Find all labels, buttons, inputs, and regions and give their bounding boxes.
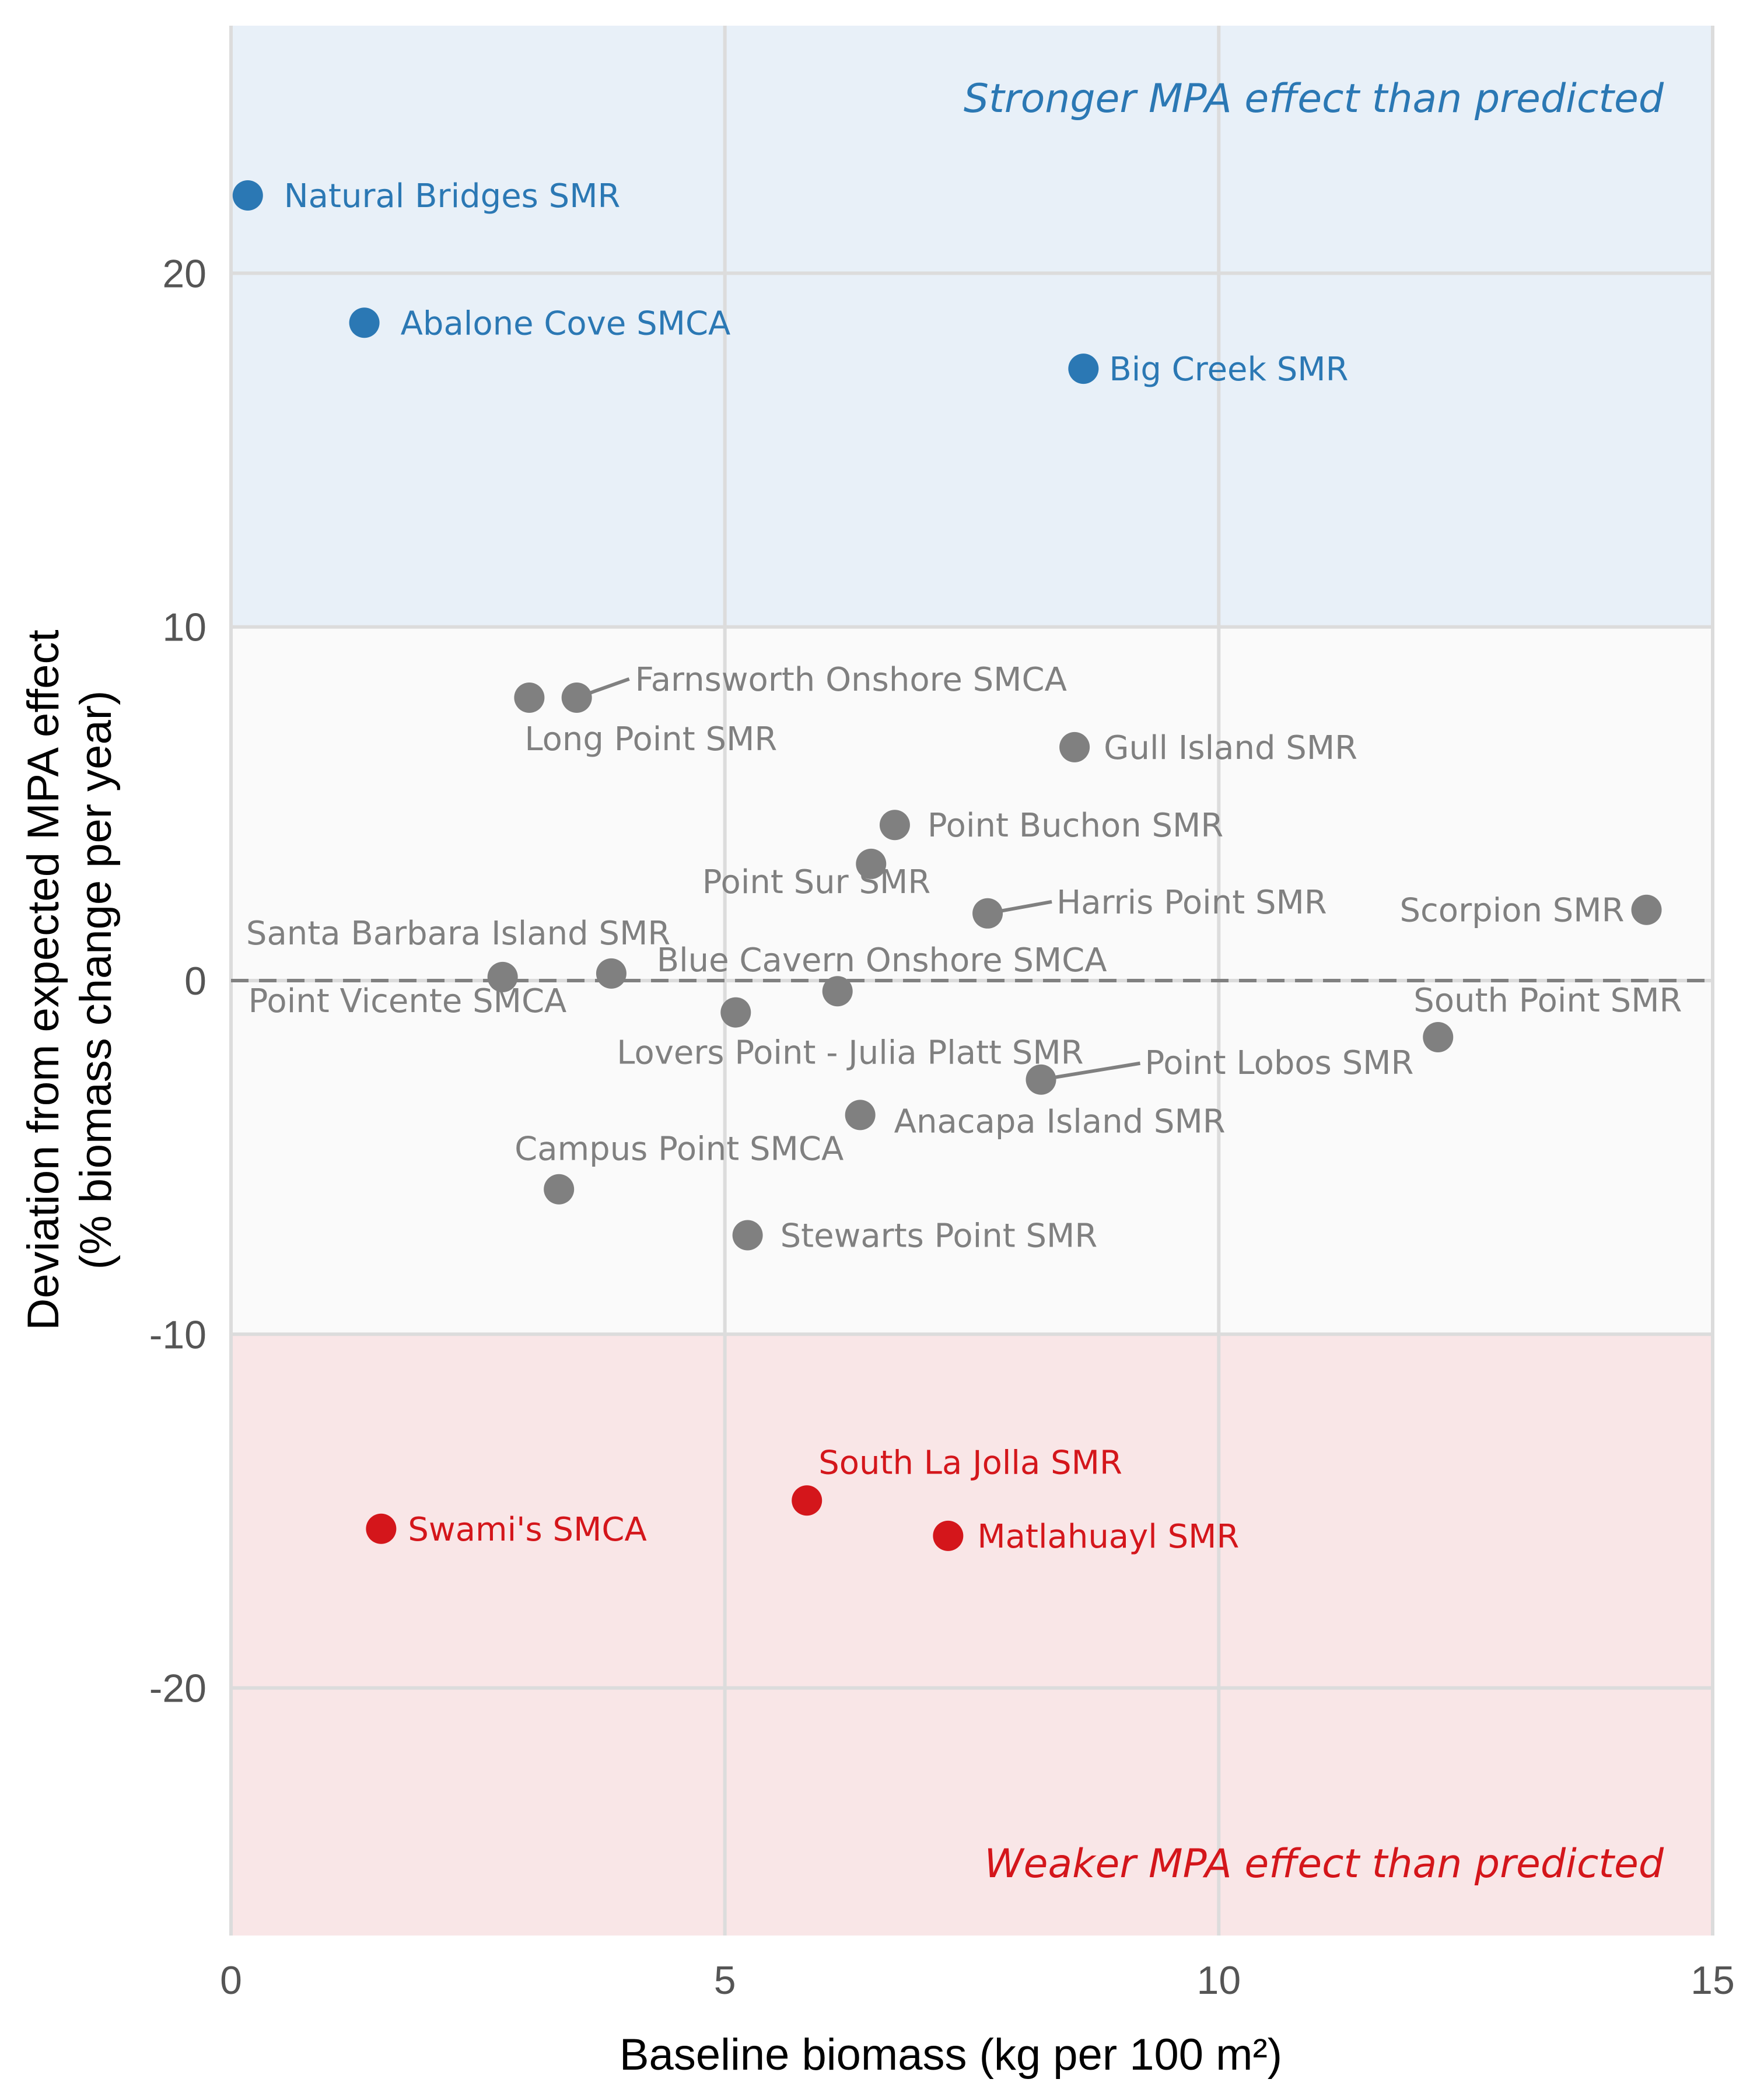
label-south-point-smr: South Point SMR — [1413, 982, 1682, 1020]
label-south-la-jolla-smr: South La Jolla SMR — [818, 1444, 1122, 1482]
point-stewarts-point-smr — [732, 1220, 763, 1251]
y-tick-label: 20 — [162, 251, 206, 296]
region-stronger — [231, 26, 1713, 627]
axis-tick-labels: 0 5 10 15 -20 -10 0 10 20 — [149, 251, 1735, 2003]
label-santa-barbara-island-smr: Santa Barbara Island SMR — [246, 915, 670, 953]
label-blue-cavern-onshore-smca: Blue Cavern Onshore SMCA — [657, 942, 1107, 979]
label-long-point-smr: Long Point SMR — [524, 720, 777, 758]
point-south-la-jolla-smr — [792, 1485, 822, 1516]
y-tick-label: 10 — [162, 606, 206, 650]
point-farnsworth-onshore-smca — [561, 682, 592, 713]
region-label-stronger: Stronger MPA effect than predicted — [964, 76, 1664, 122]
data-points — [232, 180, 1662, 1551]
y-axis-title-line1: Deviation from expected MPA effect — [19, 629, 68, 1330]
label-point-vicente-smca: Point Vicente SMCA — [249, 982, 567, 1020]
y-tick-label: -10 — [149, 1312, 206, 1357]
x-tick-label: 15 — [1690, 1958, 1735, 2003]
point-long-point-smr — [514, 682, 545, 713]
label-point-sur-smr: Point Sur SMR — [702, 863, 930, 901]
point-big-creek-smr — [1068, 354, 1099, 384]
point-south-point-smr — [1423, 1022, 1454, 1053]
label-point-lobos-smr: Point Lobos SMR — [1145, 1044, 1414, 1082]
point-blue-cavern-onshore-smca — [822, 976, 853, 1007]
label-gull-island-smr: Gull Island SMR — [1104, 729, 1357, 767]
y-tick-label: 0 — [184, 959, 206, 1003]
point-point-lobos-smr — [1026, 1064, 1056, 1095]
point-anacapa-island-smr — [845, 1100, 876, 1130]
point-harris-point-smr — [972, 898, 1003, 929]
x-tick-label: 5 — [714, 1958, 736, 2003]
label-lovers-point-julia-platt-smr: Lovers Point - Julia Platt SMR — [617, 1034, 1083, 1072]
label-point-buchon-smr: Point Buchon SMR — [928, 807, 1223, 845]
label-farnsworth-onshore-smca: Farnsworth Onshore SMCA — [635, 661, 1067, 699]
region-label-weaker: Weaker MPA effect than predicted — [984, 1841, 1664, 1887]
point-natural-bridges-smr — [232, 180, 263, 211]
label-swami-s-smca: Swami's SMCA — [408, 1511, 646, 1549]
point-labels: Natural Bridges SMR Abalone Cove SMCA Big … — [246, 177, 1682, 1556]
point-point-buchon-smr — [879, 810, 910, 841]
label-scorpion-smr: Scorpion SMR — [1399, 892, 1624, 930]
point-campus-point-smca — [544, 1174, 575, 1205]
x-tick-label: 0 — [220, 1958, 242, 2003]
point-lovers-point-julia-platt-smr — [720, 997, 751, 1028]
label-harris-point-smr: Harris Point SMR — [1056, 884, 1327, 922]
y-axis-title-line2: (% biomass change per year) — [71, 691, 121, 1270]
point-point-sur-smr — [856, 848, 887, 879]
point-scorpion-smr — [1631, 894, 1662, 925]
grid-lines — [229, 26, 1714, 1936]
label-abalone-cove-smca: Abalone Cove SMCA — [401, 304, 731, 342]
point-matlahuayl-smr — [933, 1520, 964, 1551]
point-santa-barbara-island-smr — [596, 958, 626, 989]
region-labels: Stronger MPA effect than predicted Weaker… — [964, 76, 1664, 1887]
label-big-creek-smr: Big Creek SMR — [1109, 351, 1348, 388]
label-stewarts-point-smr: Stewarts Point SMR — [780, 1217, 1098, 1255]
point-swami-s-smca — [366, 1513, 397, 1544]
region-weaker — [231, 1334, 1713, 1936]
x-axis-title: Baseline biomass (kg per 100 m²) — [620, 2030, 1282, 2080]
point-abalone-cove-smca — [349, 307, 380, 338]
x-tick-label: 10 — [1197, 1958, 1241, 2003]
y-axis-title: Deviation from expected MPA effect (% bi… — [19, 629, 121, 1330]
y-tick-label: -20 — [149, 1667, 206, 1711]
label-anacapa-island-smr: Anacapa Island SMR — [894, 1102, 1226, 1140]
leader-point-lobos-smr — [1041, 1061, 1141, 1082]
point-point-vicente-smca — [487, 961, 518, 992]
point-gull-island-smr — [1059, 732, 1090, 762]
label-campus-point-smca: Campus Point SMCA — [514, 1130, 844, 1168]
label-natural-bridges-smr: Natural Bridges SMR — [284, 177, 621, 215]
label-matlahuayl-smr: Matlahuayl SMR — [977, 1518, 1239, 1556]
